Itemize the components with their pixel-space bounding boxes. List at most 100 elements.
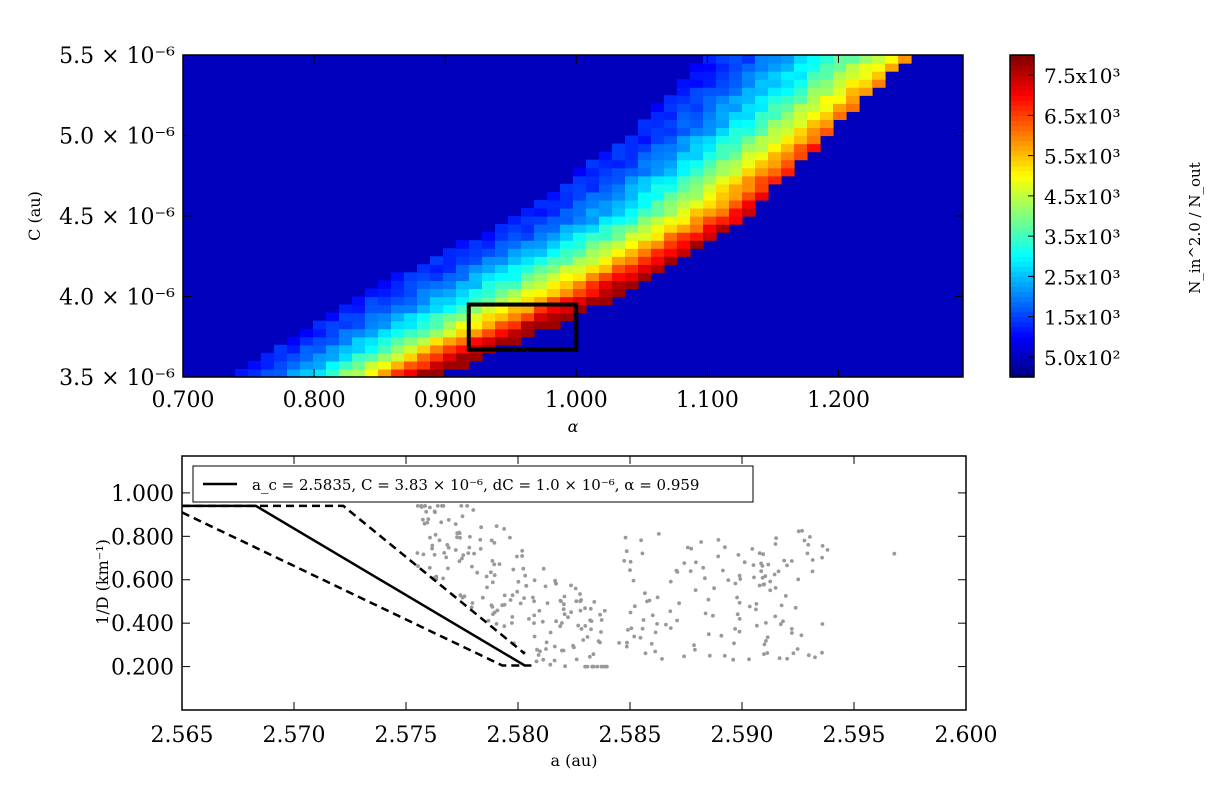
scatter-point [707, 653, 712, 658]
heatmap-cell [560, 296, 574, 306]
line-y-ticks: 0.200 0.400 0.600 0.800 1.000 [111, 482, 966, 681]
heatmap-cell [651, 167, 665, 177]
scatter-point [558, 624, 563, 629]
heatmap-cell [352, 360, 366, 370]
scatter-point [655, 595, 660, 600]
heatmap-cell [716, 191, 730, 201]
scatter-point [532, 613, 537, 618]
heatmap-cell [456, 344, 470, 354]
heatmap-cell [508, 304, 522, 314]
heatmap-cell [547, 216, 561, 225]
scatter-point [486, 618, 491, 623]
heatmap-cell [430, 256, 444, 265]
scatter-point [754, 602, 759, 606]
heatmap-cell [690, 207, 704, 217]
heatmap-cell [339, 336, 353, 346]
scatter-point [497, 562, 502, 566]
heatmap-cell [690, 224, 704, 233]
scatter-point [778, 622, 783, 627]
scatter-point [795, 647, 800, 651]
line-x-tick-label: 2.600 [935, 723, 998, 748]
heatmap-cell [651, 151, 665, 161]
heatmap-cell [573, 296, 587, 306]
heatmap-cell [885, 63, 899, 72]
heatmap-cell [495, 336, 509, 346]
heatmap-cell [807, 143, 821, 153]
heatmap-cell [703, 87, 717, 96]
scatter-point [535, 647, 539, 652]
heatmap-cell [573, 224, 587, 233]
heatmap-cell [768, 55, 782, 64]
heatmap-cell [742, 167, 756, 177]
scatter-point [781, 619, 785, 624]
scatter-point [653, 649, 658, 654]
heatmap-cell [716, 224, 730, 233]
heatmap-cell [495, 320, 509, 330]
heatmap-cell [729, 79, 743, 88]
heatmap-cell [768, 63, 782, 72]
heatmap-cell [521, 224, 535, 233]
heatmap-cell [638, 159, 652, 169]
heatmap-cell [716, 95, 730, 104]
heatmap-cell [859, 79, 873, 88]
heatmap-cell [846, 71, 860, 80]
heatmap-cell [586, 199, 600, 209]
scatter-point [668, 626, 673, 630]
heatmap-cell [703, 216, 717, 225]
heatmap-cell [651, 159, 665, 169]
heatmap-cell [300, 352, 314, 362]
heatmap-cell [729, 55, 743, 64]
scatter-point [638, 635, 643, 640]
heatmap-cell [638, 272, 652, 281]
scatter-point [490, 580, 495, 585]
scatter-point [432, 509, 437, 514]
colorbar-step [1010, 286, 1034, 293]
heatmap-cell [638, 216, 652, 225]
heatmap-cell [651, 191, 665, 201]
colorbar-step [1010, 271, 1034, 277]
scatter-point [622, 558, 627, 563]
heatmap-cell [495, 296, 509, 306]
heatmap-cell [729, 183, 743, 193]
colorbar-step [1010, 221, 1034, 227]
heatmap-cell [391, 352, 405, 362]
heatmap-cell [690, 159, 704, 169]
heatmap-cell [768, 71, 782, 80]
heatmap-cell [391, 344, 405, 354]
heatmap-cell [599, 288, 613, 298]
heatmap-cell [729, 87, 743, 96]
heatmap-cell [677, 119, 691, 129]
heatmap-cell [508, 232, 522, 241]
heatmap-cell [508, 240, 522, 249]
scatter-point [510, 593, 515, 598]
heatmap-cell [482, 328, 496, 338]
scatter-point [779, 603, 784, 608]
scatter-point [460, 556, 464, 561]
heatmap-cell [482, 320, 496, 330]
scatter-point [640, 626, 645, 631]
colorbar-step [1010, 115, 1034, 122]
heatmap-cell [781, 119, 795, 129]
scatter-point [562, 602, 566, 607]
scatter-point [585, 635, 590, 639]
heatmap-cell [534, 280, 548, 290]
scatter-point [790, 631, 794, 635]
scatter-point [806, 653, 811, 658]
colorbar-step [1010, 200, 1034, 207]
scatter-point [655, 622, 659, 626]
heatmap-cell [638, 127, 652, 137]
heatmap-cell [560, 224, 574, 233]
colorbar-step [1010, 296, 1034, 303]
colorbar-step [1010, 256, 1034, 262]
scatter-point [719, 633, 724, 638]
heatmap-cell [586, 207, 600, 217]
scatter-point [624, 644, 629, 649]
heatmap-cell [456, 248, 470, 257]
colorbar-step [1010, 251, 1034, 257]
scatter-point [641, 618, 646, 622]
heatmap-cell [625, 240, 639, 249]
heatmap-cell [469, 320, 483, 330]
heatmap-cell [586, 191, 600, 201]
scatter-point [531, 595, 535, 600]
heatmap-cell [755, 87, 769, 96]
